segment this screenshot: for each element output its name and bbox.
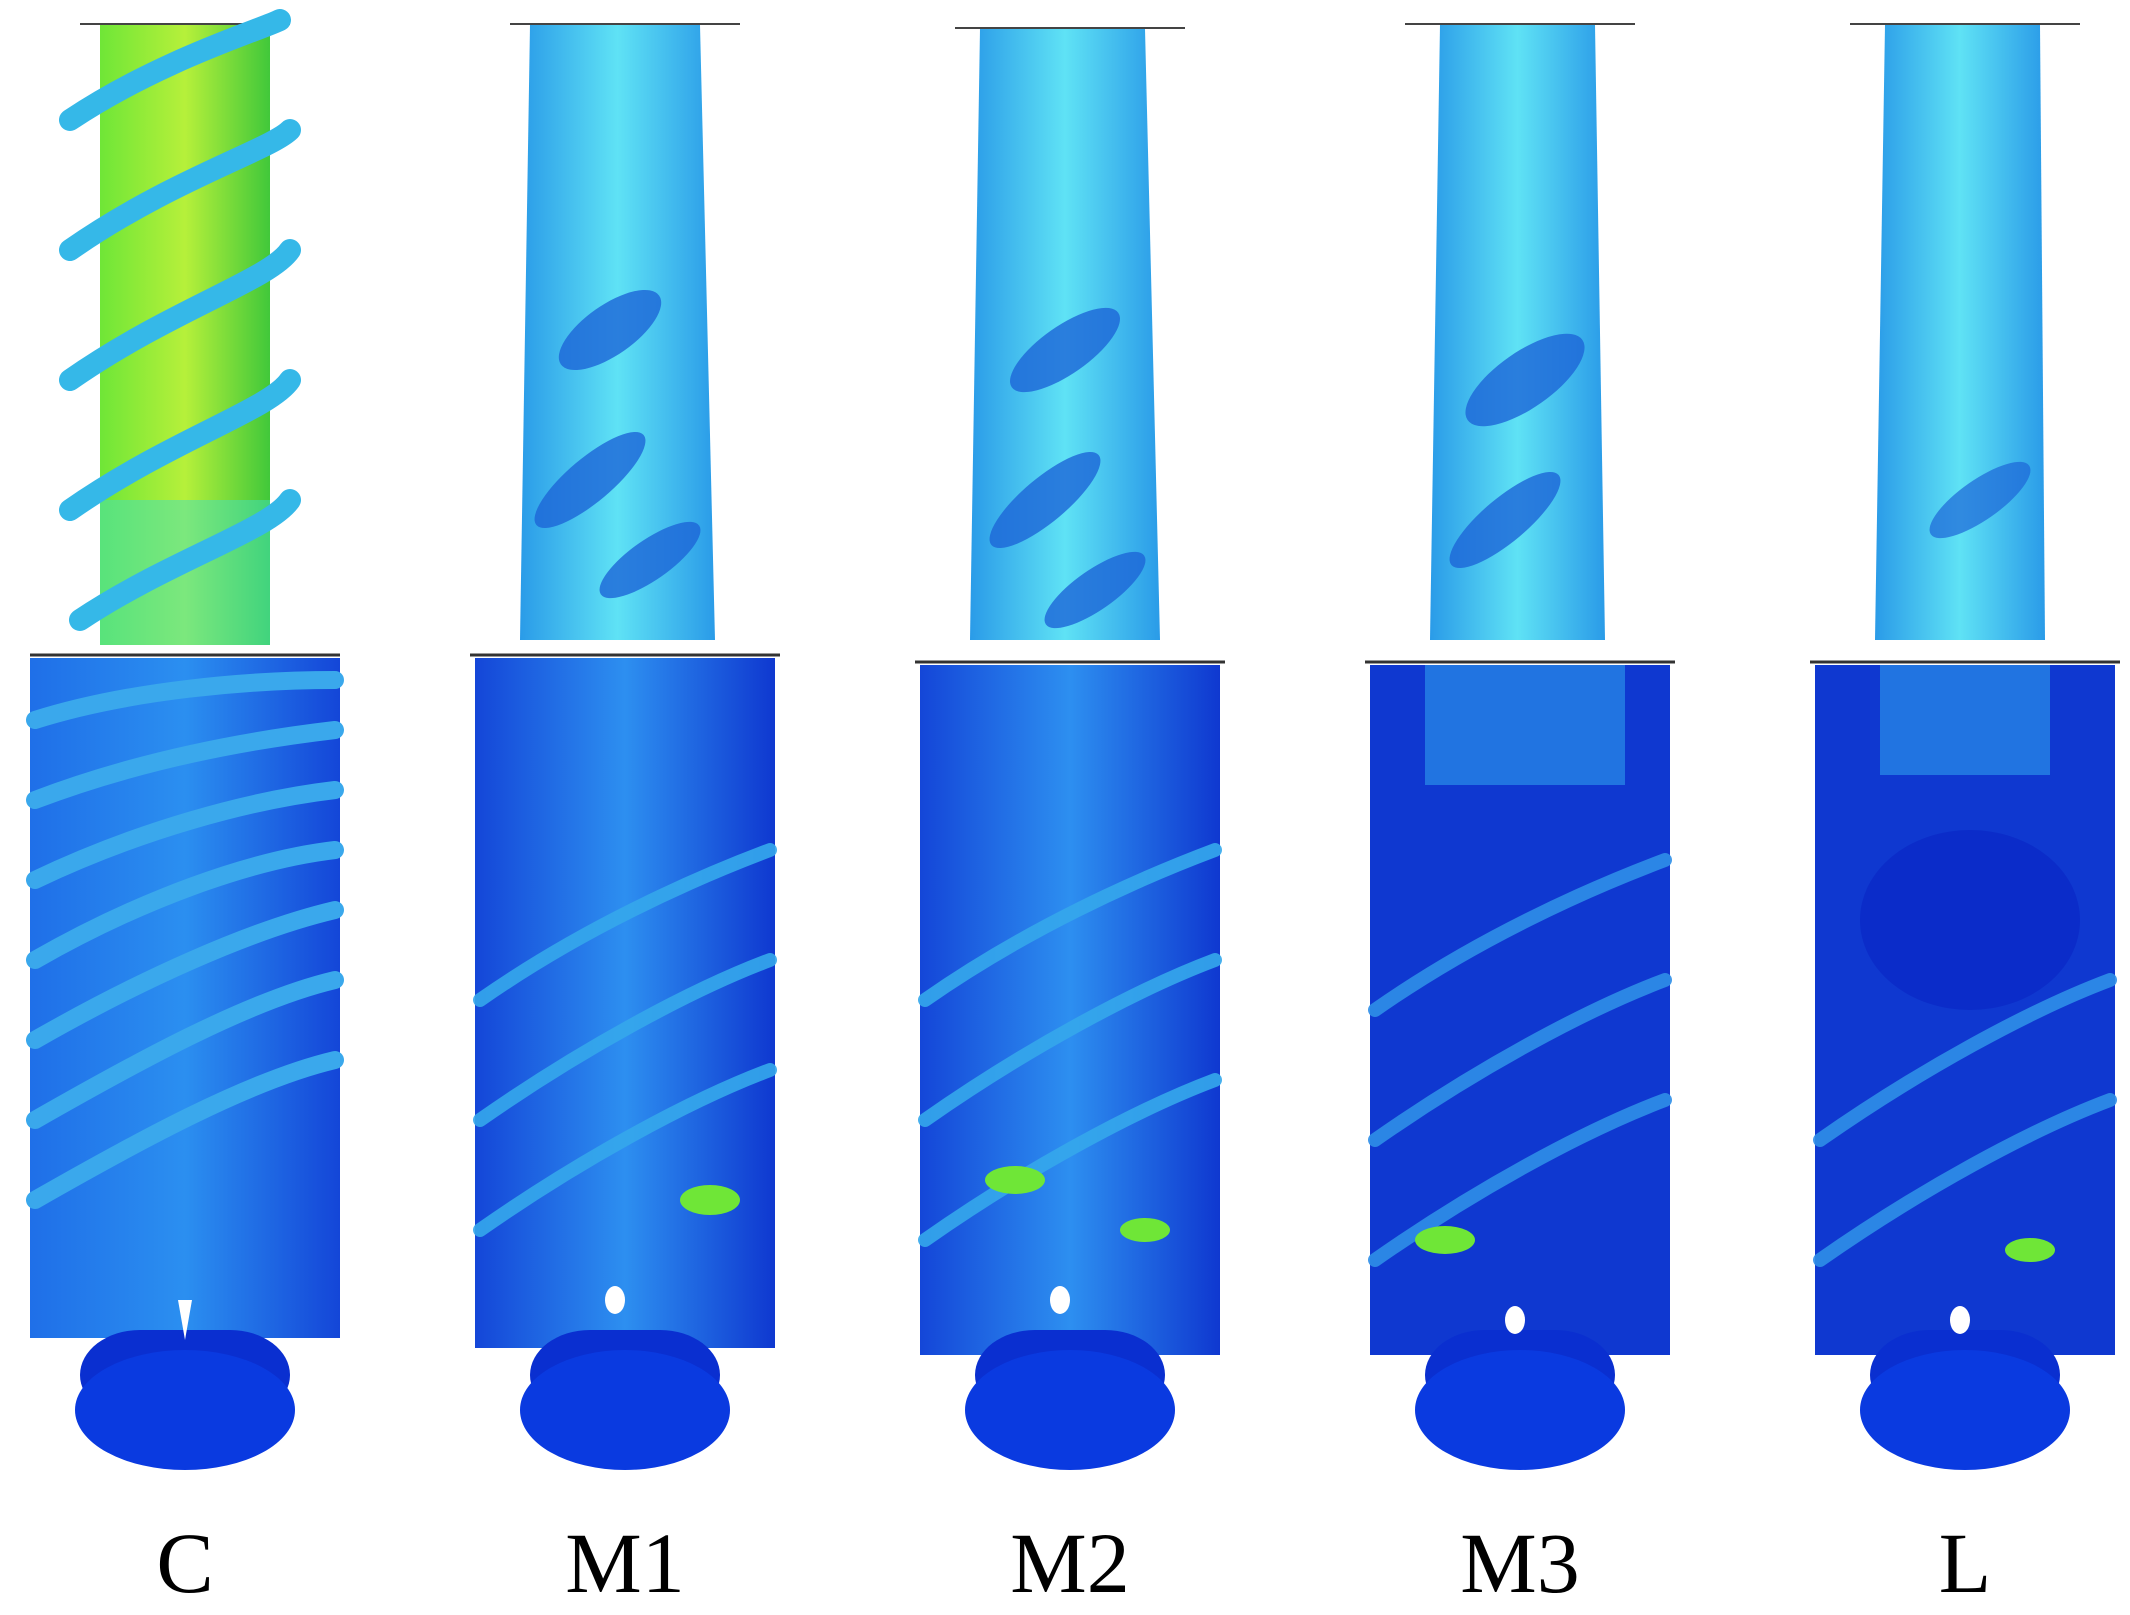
panel-m2: M2 <box>905 0 1235 1615</box>
vortex-rendering-m1 <box>470 23 780 1470</box>
vortex-rendering-l <box>1810 23 2120 1470</box>
vortex-rendering-c <box>26 9 344 1470</box>
panel-m3: M3 <box>1355 0 1685 1615</box>
panel-label-l: L <box>1938 1515 1992 1611</box>
vortex-rendering-m3 <box>1365 23 1675 1470</box>
panel-label-m1: M1 <box>565 1515 685 1611</box>
panel-label-m2: M2 <box>1010 1515 1130 1611</box>
panel-label-m3: M3 <box>1460 1515 1580 1611</box>
panel-m1: M1 <box>460 0 790 1615</box>
panel-label-c: C <box>156 1515 214 1611</box>
panel-l: L <box>1800 0 2130 1615</box>
vortex-rendering-m2 <box>915 27 1225 1470</box>
panel-c: C <box>20 0 350 1615</box>
